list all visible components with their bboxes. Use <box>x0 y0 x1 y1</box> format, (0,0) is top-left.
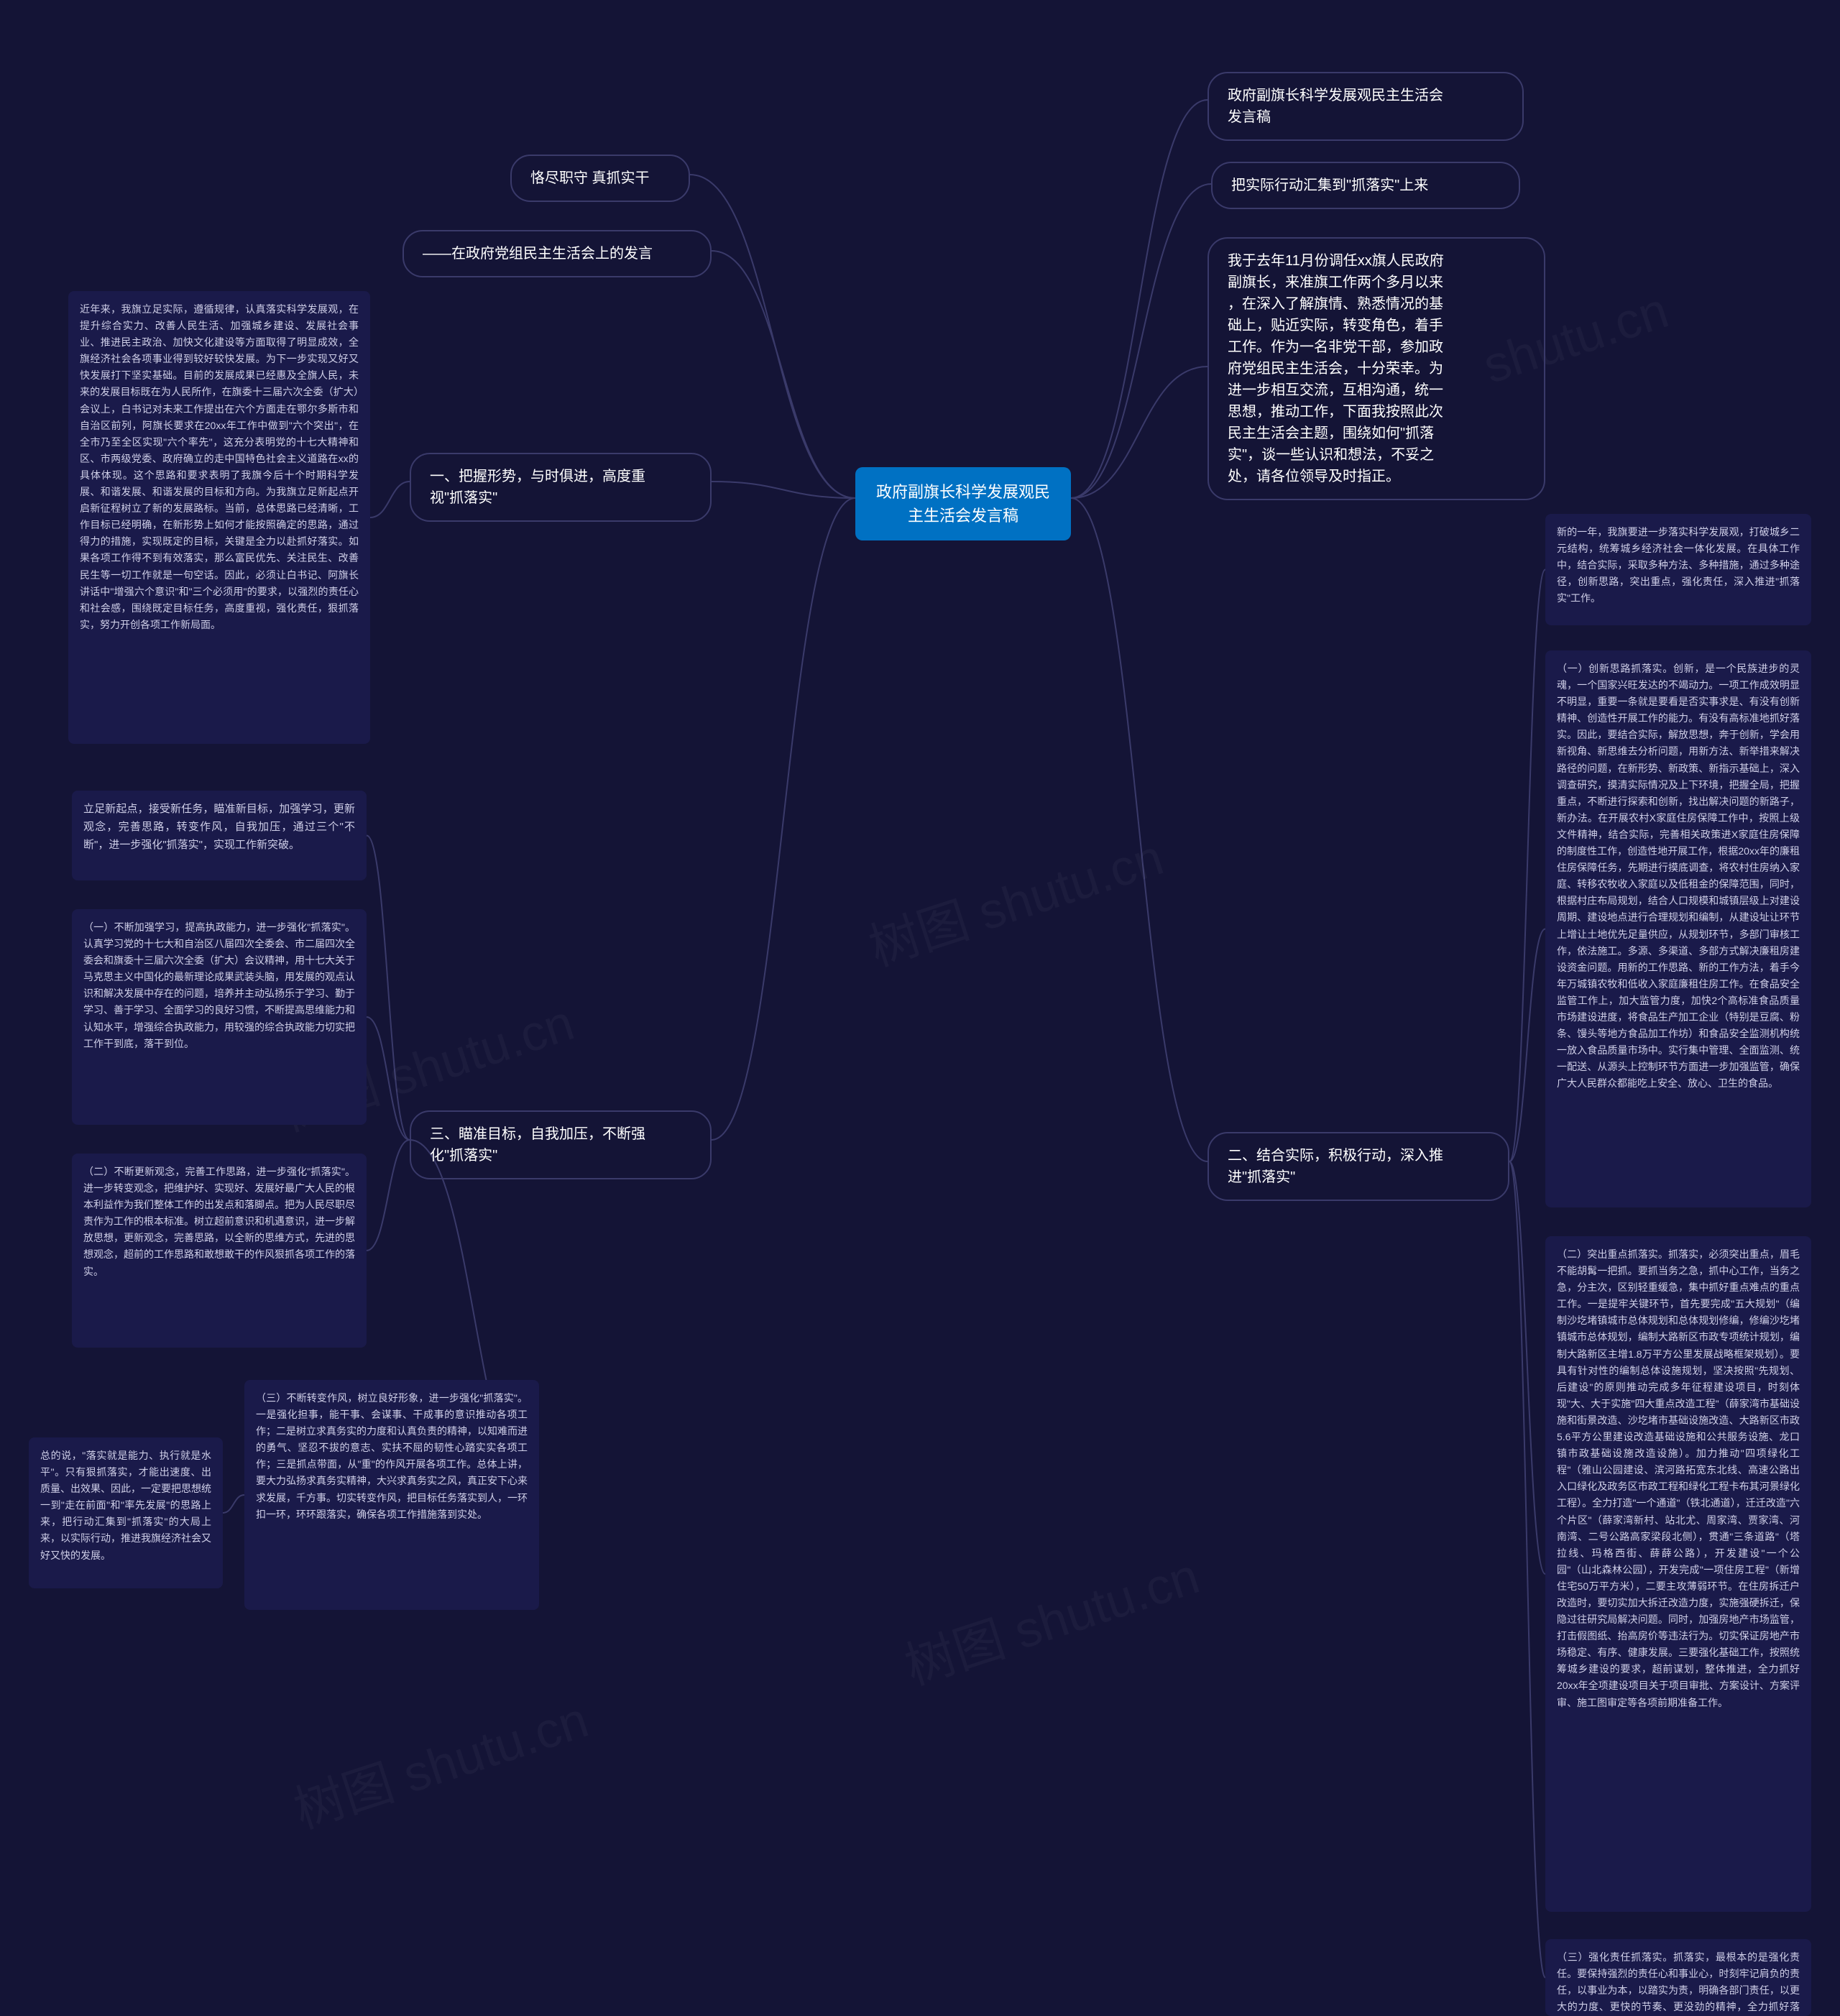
node-b_sec3[interactable]: 三、瞄准目标，自我加压，不断强化"抓落实" <box>410 1110 712 1179</box>
mindmap-canvas: 树图 shutu.cn树图 shutu.cn树图 shutu.cn树图 shut… <box>0 0 1840 2016</box>
node-l_sec3_3[interactable]: （三）不断转变作风，树立良好形象，进一步强化"抓落实"。一是强化担事，能干事、会… <box>244 1380 539 1610</box>
node-text: 二、结合实际，积极行动，深入推进"抓落实" <box>1228 1148 1443 1185</box>
edge <box>367 1140 410 1251</box>
node-b_top1[interactable]: 政府副旗长科学发展观民主生活会发言稿 <box>1208 72 1524 141</box>
node-l_sec2_3[interactable]: （三）强化责任抓落实。抓落实，最根本的是强化责任。要保持强烈的责任心和事业心，时… <box>1545 1939 1811 2016</box>
edge <box>1071 184 1211 498</box>
node-text: （三）不断转变作风，树立良好形象，进一步强化"抓落实"。一是强化担事，能干事、会… <box>256 1392 528 1520</box>
edge <box>712 251 855 498</box>
node-b_left_small1[interactable]: 恪尽职守 真抓实干 <box>510 155 690 202</box>
edge <box>367 836 410 1141</box>
edge <box>712 498 855 1140</box>
node-text: 三、瞄准目标，自我加压，不断强化"抓落实" <box>430 1126 645 1164</box>
edge <box>1071 367 1208 498</box>
node-text: 把实际行动汇集到"抓落实"上来 <box>1231 178 1428 193</box>
node-root[interactable]: 政府副旗长科学发展观民主生活会发言稿 <box>855 467 1071 540</box>
node-l_sec3_sum[interactable]: 总的说，"落实就是能力、执行就是水平"。只有狠抓落实，才能出速度、出质量、出效果… <box>29 1437 223 1588</box>
edge <box>1509 929 1545 1162</box>
node-text: 政府副旗长科学发展观民主生活会发言稿 <box>876 483 1050 525</box>
node-b_sec1[interactable]: 一、把握形势，与时俱进，高度重视"抓落实" <box>410 453 712 522</box>
edge <box>1071 100 1208 498</box>
node-text: （一）不断加强学习，提高执政能力，进一步强化"抓落实"。认真学习党的十七大和自治… <box>83 921 355 1049</box>
edge <box>1509 1161 1545 1574</box>
watermark: 树图 shutu.cn <box>859 817 1172 980</box>
node-text: 立足新起点，接受新任务，瞄准新目标，加强学习，更新观念，完善思路，转变作风，自我… <box>83 803 355 851</box>
node-text: （二）不断更新观念，完善工作思路，进一步强化"抓落实"。进一步转变观念，把维护好… <box>83 1166 355 1277</box>
edge <box>1071 498 1208 1161</box>
node-text: （二）突出重点抓落实。抓落实，必须突出重点，眉毛不能胡髯一把抓。要抓当务之急，抓… <box>1557 1248 1800 1708</box>
node-l_sec1_1[interactable]: 近年来，我旗立足实际，遵循规律，认真落实科学发展观，在提升综合实力、改善人民生活… <box>68 291 370 744</box>
node-text: 我于去年11月份调任xx旗人民政府副旗长，来准旗工作两个多月以来，在深入了解旗情… <box>1228 253 1444 484</box>
node-text: 总的说，"落实就是能力、执行就是水平"。只有狠抓落实，才能出速度、出质量、出效果… <box>40 1450 211 1561</box>
node-text: 新的一年，我旗要进一步落实科学发展观，打破城乡二元结构，统筹城乡经济社会一体化发… <box>1557 526 1800 604</box>
node-l_sec2_2[interactable]: （二）突出重点抓落实。抓落实，必须突出重点，眉毛不能胡髯一把抓。要抓当务之急，抓… <box>1545 1236 1811 1912</box>
node-l_sec2_0[interactable]: 新的一年，我旗要进一步落实科学发展观，打破城乡二元结构，统筹城乡经济社会一体化发… <box>1545 514 1811 625</box>
node-b_top2[interactable]: 把实际行动汇集到"抓落实"上来 <box>1211 162 1520 209</box>
edge <box>690 175 855 498</box>
node-b_left_small2[interactable]: ——在政府党组民主生活会上的发言 <box>402 230 712 277</box>
node-text: ——在政府党组民主生活会上的发言 <box>423 246 653 262</box>
watermark: 树图 shutu.cn <box>895 1536 1208 1699</box>
edge <box>223 1495 244 1513</box>
node-l_sec2_1[interactable]: （一）创新思路抓落实。创新，是一个民族进步的灵魂，一个国家兴旺发达的不竭动力。一… <box>1545 650 1811 1207</box>
node-b_intro[interactable]: 我于去年11月份调任xx旗人民政府副旗长，来准旗工作两个多月以来，在深入了解旗情… <box>1208 237 1545 500</box>
node-text: （一）创新思路抓落实。创新，是一个民族进步的灵魂，一个国家兴旺发达的不竭动力。一… <box>1557 663 1800 1089</box>
node-l_sec3_0[interactable]: 立足新起点，接受新任务，瞄准新目标，加强学习，更新观念，完善思路，转变作风，自我… <box>72 791 367 880</box>
edge <box>370 482 410 517</box>
node-l_sec3_1[interactable]: （一）不断加强学习，提高执政能力，进一步强化"抓落实"。认真学习党的十七大和自治… <box>72 909 367 1125</box>
edge <box>1509 1161 1545 1978</box>
node-text: 一、把握形势，与时俱进，高度重视"抓落实" <box>430 469 645 506</box>
node-text: 恪尽职守 真抓实干 <box>530 170 650 186</box>
node-text: （三）强化责任抓落实。抓落实，最根本的是强化责任。要保持强烈的责任心和事业心，时… <box>1557 1951 1800 2016</box>
node-text: 近年来，我旗立足实际，遵循规律，认真落实科学发展观，在提升综合实力、改善人民生活… <box>80 303 359 630</box>
watermark: 树图 shutu.cn <box>284 1680 597 1843</box>
node-b_sec2[interactable]: 二、结合实际，积极行动，深入推进"抓落实" <box>1208 1132 1509 1201</box>
edge <box>367 1017 410 1140</box>
node-l_sec3_2[interactable]: （二）不断更新观念，完善工作思路，进一步强化"抓落实"。进一步转变观念，把维护好… <box>72 1154 367 1348</box>
node-text: 政府副旗长科学发展观民主生活会发言稿 <box>1228 88 1443 125</box>
edge <box>1509 570 1545 1162</box>
edge <box>712 482 855 498</box>
